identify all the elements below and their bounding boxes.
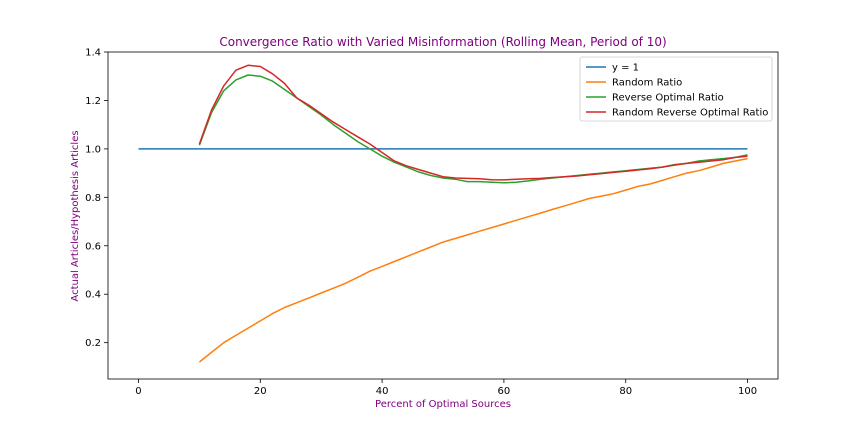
y-tick-label: 0.2: [85, 338, 101, 349]
y-axis-label: Actual Articles/Hypothesis Articles: [70, 130, 81, 301]
legend-entry: Random Ratio: [612, 78, 682, 89]
x-tick-label: 20: [254, 386, 267, 397]
y-tick-label: 1.2: [85, 96, 101, 107]
y-tick-label: 1.0: [85, 144, 101, 155]
legend: y = 1 Random Ratio Reverse Optimal Ratio Ra…: [579, 56, 773, 122]
axes-frame: [107, 51, 779, 380]
y-tick-label: 0.4: [85, 290, 101, 301]
plot-area: [138, 64, 748, 363]
y-tick-label: 0.6: [85, 241, 101, 252]
series-line-3: [198, 64, 748, 181]
x-tick-label: 0: [135, 386, 141, 397]
legend-entry: Reverse Optimal Ratio: [612, 93, 724, 104]
chart-title: Convergence Ratio with Varied Misinforma…: [219, 35, 666, 49]
y-tick-label: 1.4: [85, 48, 101, 59]
x-tick-label: 40: [376, 386, 389, 397]
legend-box: [579, 56, 773, 122]
x-axis-label: Percent of Optimal Sources: [375, 399, 511, 410]
series-line-1: [198, 157, 748, 363]
y-tick-label: 0.8: [85, 193, 101, 204]
x-tick-label: 100: [738, 386, 757, 397]
legend-entry: Random Reverse Optimal Ratio: [612, 108, 768, 119]
x-tick-label: 60: [498, 386, 511, 397]
x-tick-label: 80: [619, 386, 632, 397]
axes: 0 20 40 60 80 100 0.2 0.4 0.6 0.8 1.0 1.2 1.4: [85, 48, 779, 397]
legend-entry: y = 1: [612, 63, 639, 74]
